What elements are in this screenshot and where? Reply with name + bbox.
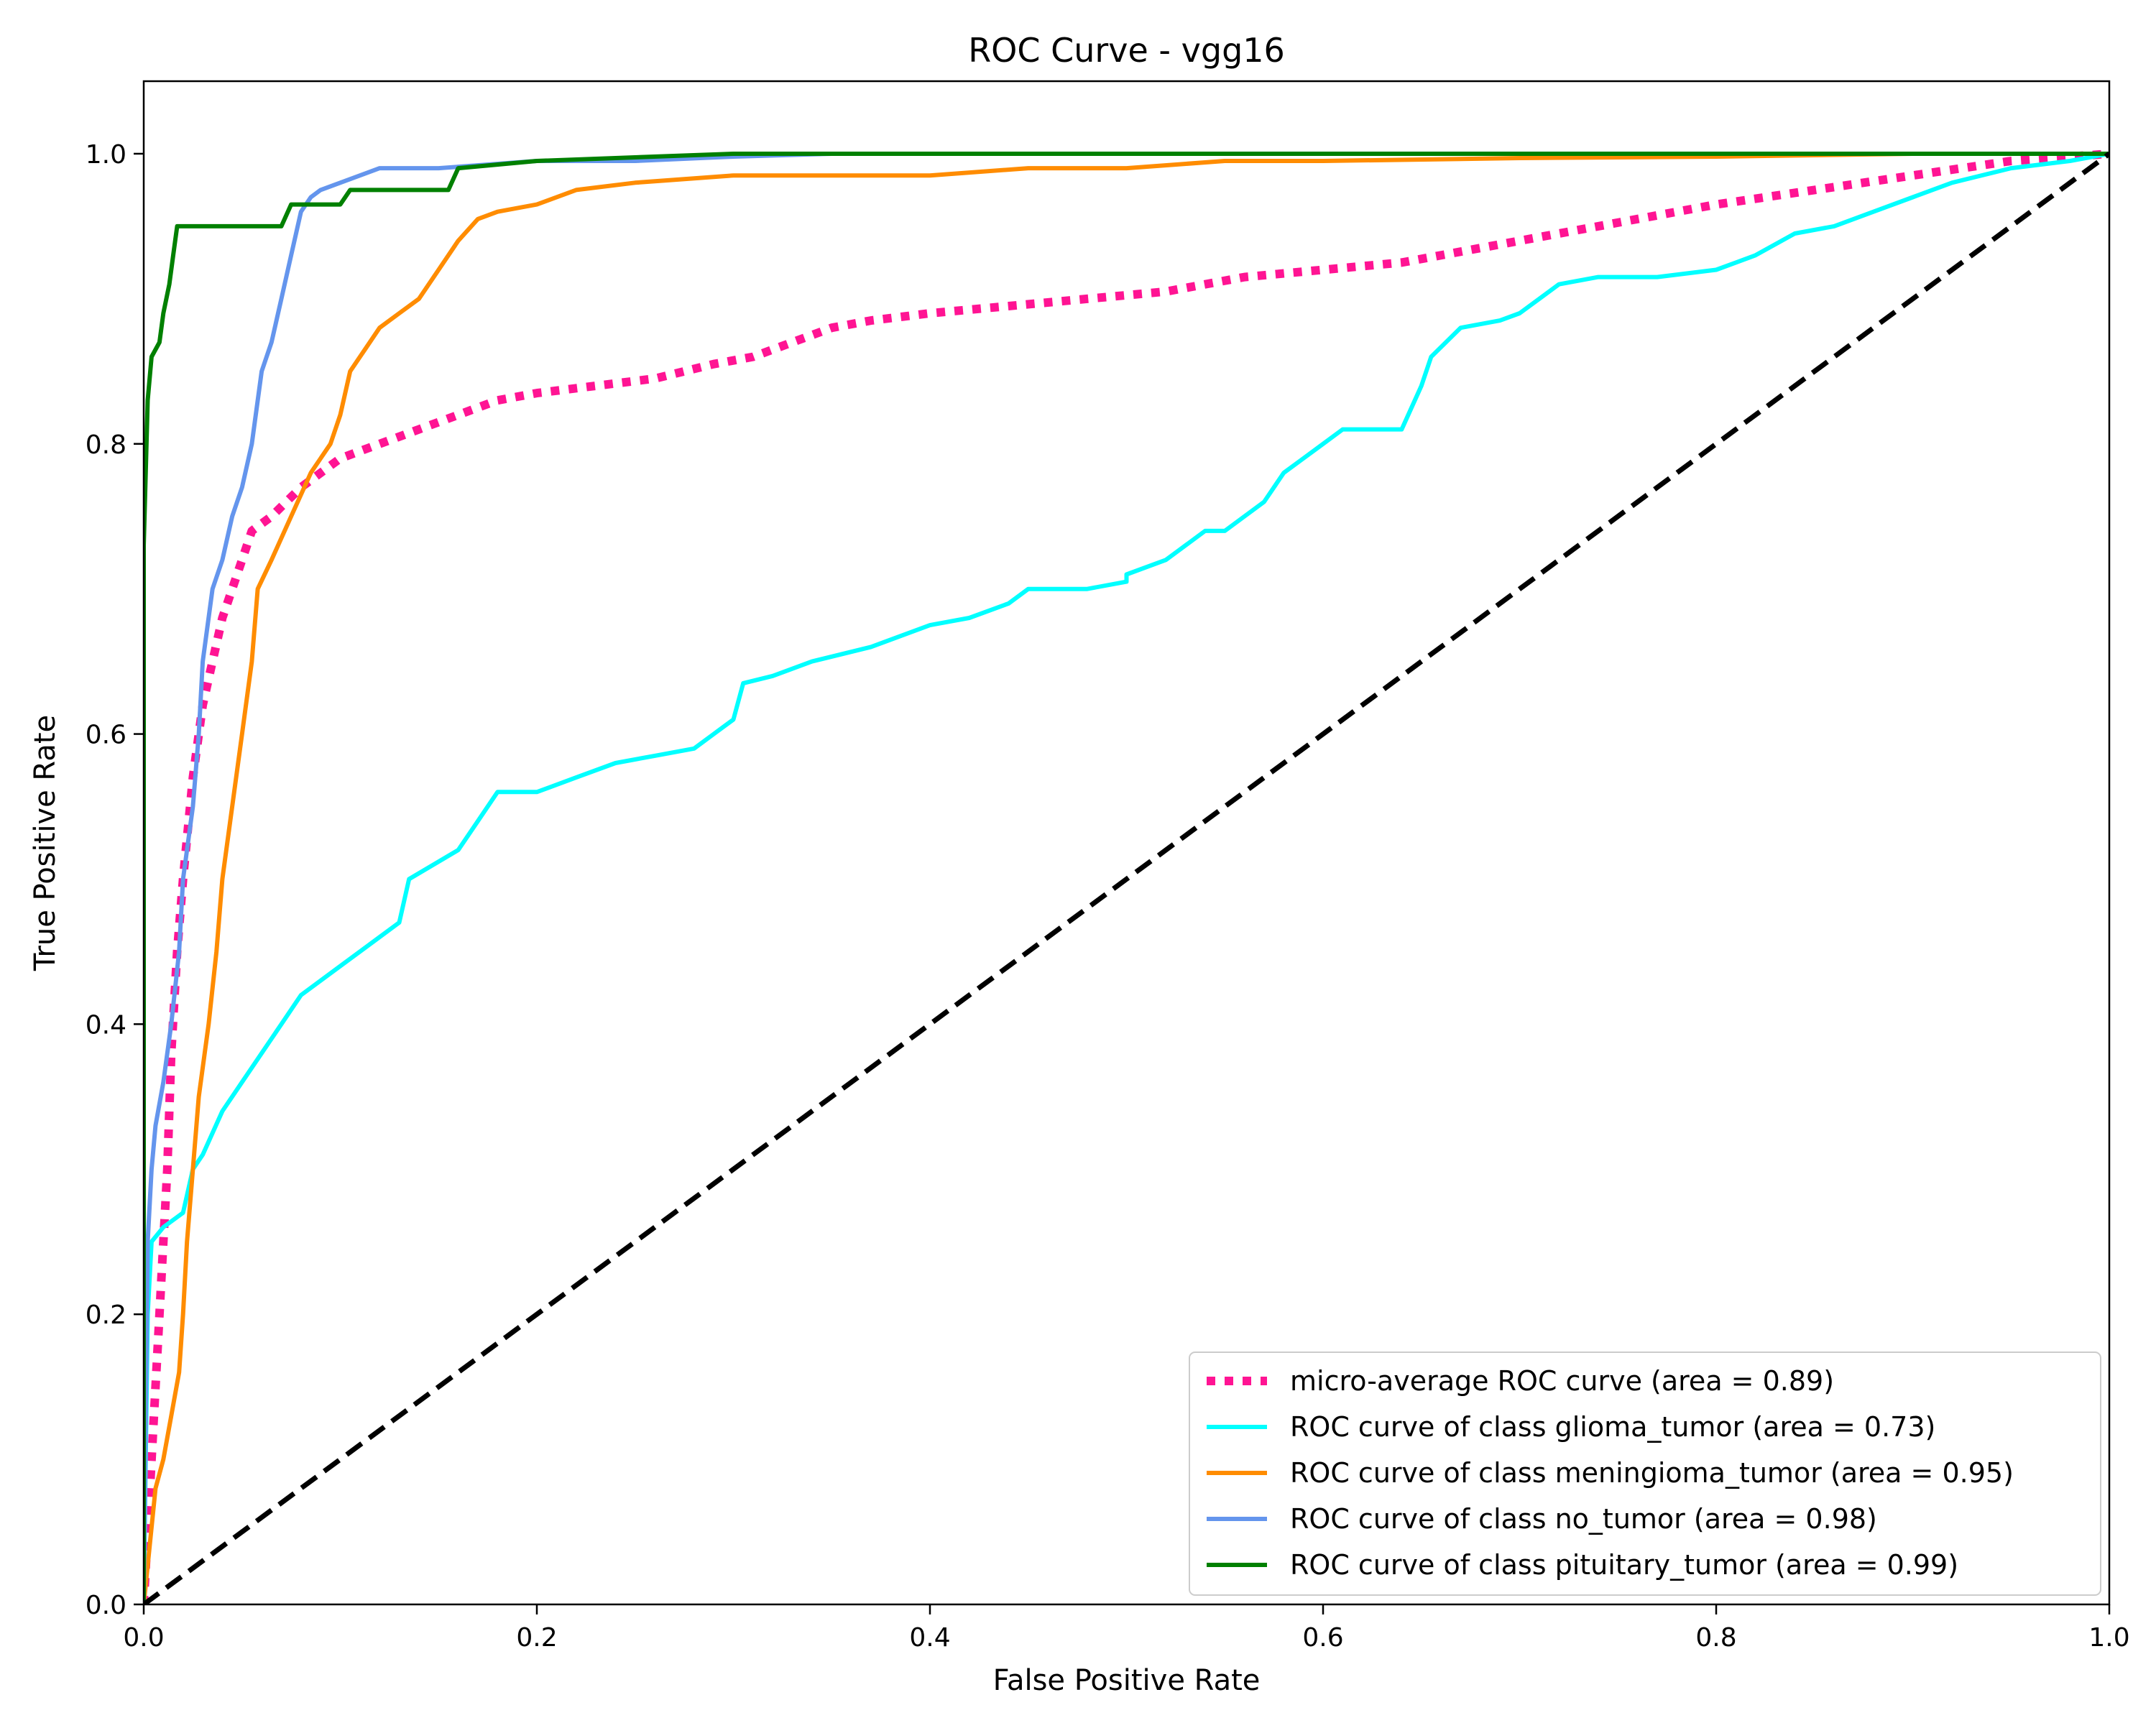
y-tick-label: 0.4 bbox=[86, 1010, 126, 1040]
legend-label: ROC curve of class glioma_tumor (area = … bbox=[1290, 1411, 1935, 1443]
legend: micro-average ROC curve (area = 0.89) ROC… bbox=[1189, 1352, 2101, 1596]
legend-label: ROC curve of class no_tumor (area = 0.98… bbox=[1290, 1503, 1877, 1535]
y-tick-label: 1.0 bbox=[86, 140, 126, 170]
x-tick-label: 0.2 bbox=[516, 1623, 557, 1653]
x-axis-label: False Positive Rate bbox=[993, 1664, 1261, 1697]
y-axis-label: True Positive Rate bbox=[29, 715, 62, 971]
roc-curve-line bbox=[144, 152, 2109, 1604]
axes-group: 0.0 0.2 0.4 0.6 0.8 1.0 0.0 0.2 0.4 0.6 0.8 1.0 bbox=[86, 80, 2130, 1653]
x-tick-label: 0.8 bbox=[1695, 1623, 1736, 1653]
plot-frame bbox=[142, 80, 2111, 1606]
roc-curve-line bbox=[144, 152, 2109, 1604]
legend-box bbox=[1189, 1352, 2101, 1596]
chart-title: ROC Curve - vgg16 bbox=[968, 31, 1285, 70]
x-tick-label: 0.4 bbox=[909, 1623, 950, 1653]
y-tick-label: 0.8 bbox=[86, 430, 126, 460]
y-tick-label: 0.0 bbox=[86, 1591, 126, 1620]
legend-label: ROC curve of class meningioma_tumor (are… bbox=[1290, 1457, 2014, 1489]
x-tick-label: 1.0 bbox=[2088, 1623, 2129, 1653]
chance-diagonal-line bbox=[144, 152, 2109, 1604]
roc-curve-line bbox=[144, 152, 2109, 1604]
roc-curve-line bbox=[144, 152, 2109, 1604]
x-tick-label: 0.0 bbox=[123, 1623, 164, 1653]
plot-series-group bbox=[144, 149, 2109, 1604]
x-tick-label: 0.6 bbox=[1302, 1623, 1343, 1653]
y-tick-label: 0.2 bbox=[86, 1300, 126, 1330]
legend-label: ROC curve of class pituitary_tumor (area… bbox=[1290, 1549, 1958, 1581]
y-tick-label: 0.6 bbox=[86, 721, 126, 750]
legend-label: micro-average ROC curve (area = 0.89) bbox=[1290, 1365, 1834, 1397]
